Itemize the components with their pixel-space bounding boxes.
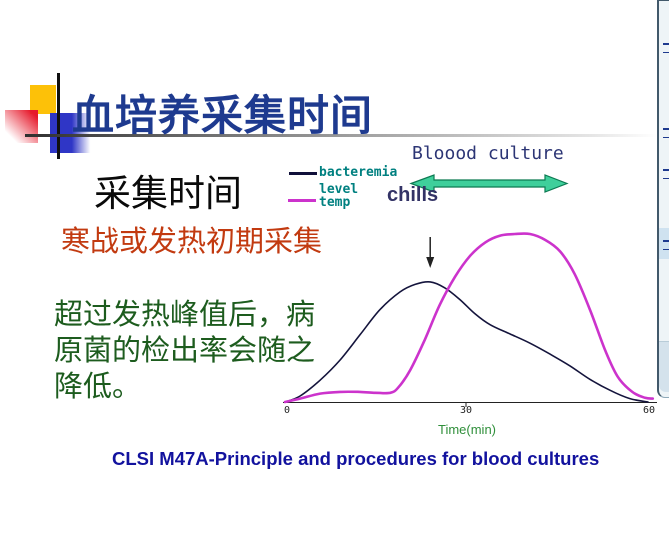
legend-label-bacteremia: bacteremia <box>319 165 398 180</box>
chart-curves <box>283 232 655 404</box>
clipped-text-fragment <box>663 169 669 179</box>
x-tick-0: 0 <box>283 405 291 416</box>
citation-text: CLSI M47A-Principle and procedures for b… <box>112 448 600 469</box>
legend-swatch-temp <box>288 199 316 202</box>
line-chart <box>283 232 657 407</box>
panel-selected-row[interactable] <box>659 228 669 259</box>
legend-label-temp: temp <box>319 195 351 210</box>
curve-bacteremia-level <box>284 280 649 403</box>
slide-title: 血培养采集时间 <box>72 91 374 140</box>
x-tick-60: 60 <box>642 405 656 416</box>
decoration-yellow-square <box>30 85 56 114</box>
curve-temp <box>283 232 655 404</box>
note-green-line-2: 原菌的检出率会随之 <box>54 333 316 367</box>
note-green: 超过发热峰值后，病 原菌的检出率会随之 降低。 <box>54 296 315 404</box>
slide-subtitle: 采集时间 <box>94 172 242 215</box>
legend-swatch-bacteremia <box>289 172 317 175</box>
blood-culture-label: Bloood culture <box>412 143 564 164</box>
title-divider-rule <box>25 134 657 137</box>
decoration-vertical-line <box>57 73 60 159</box>
decoration-red-square <box>5 110 38 143</box>
note-green-line-1: 超过发热峰值后，病 <box>54 297 316 331</box>
clipped-text-fragment <box>663 128 669 138</box>
right-side-panel[interactable] <box>657 0 669 398</box>
note-red: 寒战或发热初期采集 <box>61 224 323 258</box>
double-headed-arrow-icon <box>409 174 569 193</box>
note-green-line-3: 降低。 <box>54 369 142 403</box>
legend-label-level: level <box>319 182 359 197</box>
peak-down-arrow-icon <box>426 237 435 268</box>
clipped-text-fragment <box>663 240 669 250</box>
chills-label: chills <box>387 184 439 206</box>
x-axis-label: Time(min) <box>437 422 497 437</box>
x-tick-30: 30 <box>459 405 473 416</box>
panel-footer-block <box>659 341 669 392</box>
clipped-text-fragment <box>663 43 669 53</box>
